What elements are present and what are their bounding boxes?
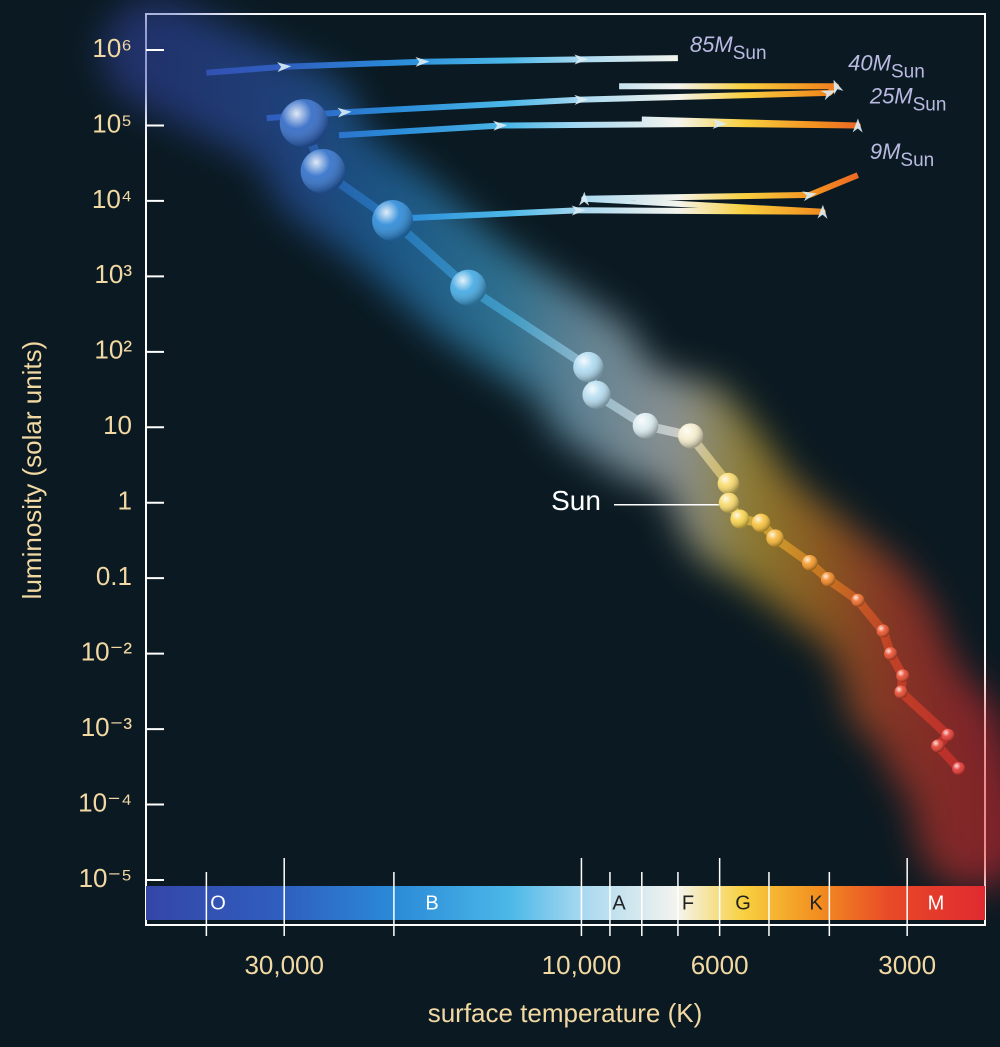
track-label: 9MSun (870, 139, 934, 171)
star-shine (884, 647, 898, 661)
x-tick-label: 6000 (691, 950, 749, 980)
star-shine (952, 762, 966, 776)
y-axis-title: luminosity (solar units) (17, 341, 47, 600)
star-shine (718, 492, 739, 513)
spectral-class: F (682, 892, 694, 914)
star-shine (372, 200, 414, 241)
track-subscript: Sun (913, 94, 947, 115)
y-tick-label: 10⁵ (92, 108, 132, 138)
y-tick-label: 10 (103, 410, 132, 440)
track-label: 85MSun (690, 32, 767, 64)
evolution-track (266, 79, 844, 122)
star-shine (450, 269, 487, 306)
y-tick-label: 0.1 (96, 561, 132, 591)
y-tick-label: 10⁶ (92, 33, 132, 63)
star-shine (894, 685, 908, 699)
y-tick-label: 10⁻² (81, 637, 133, 667)
track-subscript: Sun (900, 150, 934, 171)
star-shine (896, 669, 910, 683)
star-shine (573, 351, 604, 382)
spectral-class: K (809, 892, 823, 914)
track-mass: 40M (848, 50, 891, 75)
star-shine (801, 555, 818, 571)
star-shine (931, 739, 945, 753)
spectral-bar (146, 886, 985, 920)
y-tick-label: 10³ (94, 259, 132, 289)
spectral-class: A (612, 892, 626, 914)
evolution-track (393, 172, 859, 222)
star-shine (717, 472, 740, 495)
x-tick-label: 30,000 (244, 950, 324, 980)
track-subscript: Sun (733, 43, 767, 64)
star-shine (300, 148, 346, 194)
x-axis-title: surface temperature (K) (428, 998, 703, 1028)
x-tick-label: 10,000 (542, 950, 622, 980)
y-tick-label: 10⁻³ (81, 712, 133, 742)
x-tick-label: 3000 (878, 950, 936, 980)
star-shine (279, 99, 328, 148)
track-mass: 85M (690, 32, 733, 57)
y-tick-label: 10⁻⁵ (79, 863, 132, 893)
star-shine (851, 593, 865, 607)
star-shine (876, 624, 890, 638)
spectral-class: B (425, 892, 438, 914)
star-shine (941, 728, 955, 742)
star-shine (678, 423, 704, 449)
star-shine (582, 380, 611, 409)
annotation: Sun (551, 485, 601, 516)
track-subscript: Sun (891, 61, 925, 82)
y-tick-label: 10⁴ (92, 184, 132, 214)
star-shine (766, 529, 784, 547)
star-shine (632, 412, 659, 439)
track-label: 25MSun (869, 83, 947, 115)
spectral-class: O (210, 892, 226, 914)
star-shine (730, 509, 750, 529)
evolution-track (338, 116, 863, 139)
y-tick-label: 10⁻⁴ (78, 787, 132, 817)
track-label: 40MSun (848, 50, 925, 82)
star-shine (751, 513, 771, 533)
track-mass: 9M (870, 139, 901, 164)
star-shine (820, 572, 836, 587)
track-mass: 25M (869, 83, 913, 108)
spectral-class: M (928, 892, 945, 914)
spectral-class: G (735, 892, 751, 914)
y-tick-label: 1 (118, 486, 132, 516)
evolution-track (206, 54, 678, 76)
y-tick-label: 10² (94, 335, 132, 365)
